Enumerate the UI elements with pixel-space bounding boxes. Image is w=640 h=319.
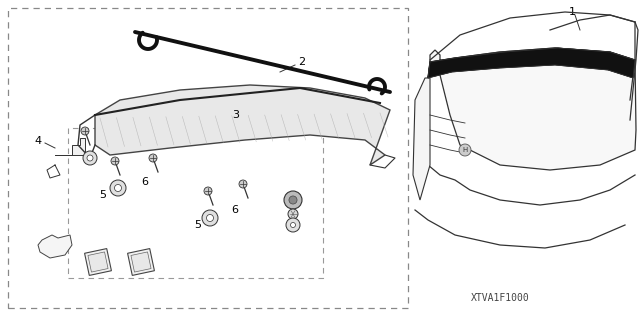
Circle shape xyxy=(110,180,126,196)
Polygon shape xyxy=(428,48,636,170)
Circle shape xyxy=(286,218,300,232)
Bar xyxy=(68,128,323,278)
Polygon shape xyxy=(84,249,111,275)
Circle shape xyxy=(239,180,247,188)
Circle shape xyxy=(202,210,218,226)
Polygon shape xyxy=(428,48,635,78)
Bar xyxy=(8,8,408,308)
Circle shape xyxy=(284,191,302,209)
Polygon shape xyxy=(88,252,108,272)
Circle shape xyxy=(207,214,214,221)
Text: 4: 4 xyxy=(35,136,42,146)
Circle shape xyxy=(81,127,89,135)
Text: 5: 5 xyxy=(99,190,106,200)
Circle shape xyxy=(459,144,471,156)
Polygon shape xyxy=(428,48,635,78)
Polygon shape xyxy=(413,78,430,200)
Polygon shape xyxy=(38,235,72,258)
Polygon shape xyxy=(127,249,154,275)
Circle shape xyxy=(149,154,157,162)
Circle shape xyxy=(291,222,296,227)
Circle shape xyxy=(87,155,93,161)
Circle shape xyxy=(83,151,97,165)
Polygon shape xyxy=(55,138,85,155)
Text: XTVA1F1000: XTVA1F1000 xyxy=(470,293,529,303)
Text: 5: 5 xyxy=(195,220,202,230)
Text: 6: 6 xyxy=(141,177,148,187)
Circle shape xyxy=(111,157,119,165)
Polygon shape xyxy=(95,85,390,165)
Text: 2: 2 xyxy=(298,57,305,67)
Polygon shape xyxy=(131,252,151,272)
Circle shape xyxy=(204,187,212,195)
Text: H: H xyxy=(462,147,468,153)
Text: 3: 3 xyxy=(232,110,239,120)
Text: 1: 1 xyxy=(568,7,575,17)
Circle shape xyxy=(115,184,122,191)
Text: 6: 6 xyxy=(231,205,238,215)
Circle shape xyxy=(288,209,298,219)
Circle shape xyxy=(289,196,297,204)
